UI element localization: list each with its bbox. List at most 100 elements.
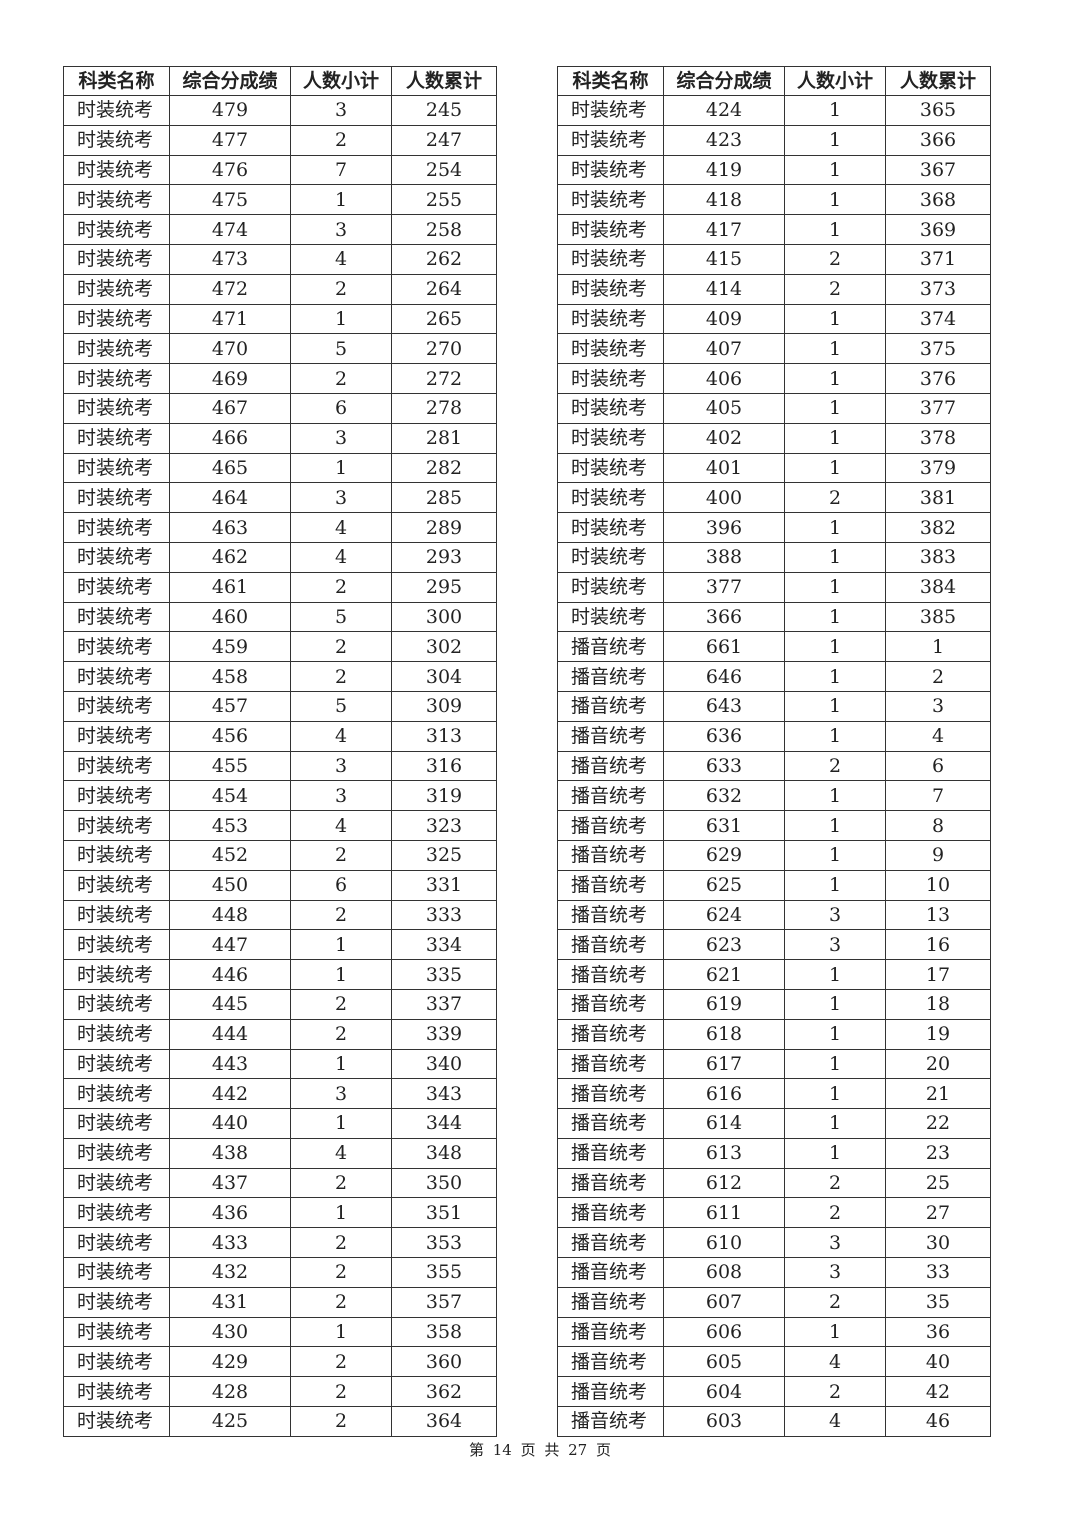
cell-score: 400 (663, 482, 785, 514)
table-row: 时装统考 471 1 265 (63, 303, 497, 335)
cell-score: 456 (169, 720, 291, 752)
table-row: 时装统考 467 6 278 (63, 392, 497, 424)
cell-score: 437 (169, 1167, 291, 1199)
cell-cumulative: 20 (885, 1048, 991, 1080)
cell-score: 608 (663, 1257, 785, 1288)
cell-count: 2 (290, 1376, 392, 1408)
cell-cumulative: 369 (885, 214, 991, 245)
table-row: 时装统考 465 1 282 (63, 452, 497, 484)
cell-cumulative: 46 (885, 1406, 991, 1437)
cell-count: 1 (784, 363, 886, 394)
cell-category: 时装统考 (63, 1286, 170, 1318)
cell-category: 时装统考 (63, 154, 170, 186)
cell-category: 播音统考 (557, 720, 664, 752)
cell-cumulative: 323 (391, 810, 497, 841)
table-row: 时装统考 476 7 254 (63, 154, 497, 186)
cell-count: 1 (784, 631, 886, 663)
cell-cumulative: 379 (885, 452, 991, 484)
cell-score: 606 (663, 1316, 785, 1348)
header-category: 科类名称 (557, 66, 664, 96)
cell-cumulative: 351 (391, 1197, 497, 1229)
cell-score: 366 (663, 601, 785, 633)
cell-category: 时装统考 (557, 303, 664, 335)
table-row: 时装统考 425 2 364 (63, 1406, 497, 1437)
cell-category: 播音统考 (557, 988, 664, 1020)
cell-cumulative: 295 (391, 571, 497, 603)
table-row: 时装统考 463 4 289 (63, 512, 497, 543)
cell-score: 419 (663, 154, 785, 186)
cell-count: 2 (290, 571, 392, 603)
cell-category: 时装统考 (63, 869, 170, 901)
table-row: 时装统考 472 2 264 (63, 273, 497, 305)
cell-category: 时装统考 (557, 571, 664, 603)
table-row: 时装统考 460 5 300 (63, 601, 497, 633)
cell-cumulative: 265 (391, 303, 497, 335)
cell-count: 2 (290, 899, 392, 931)
cell-score: 610 (663, 1227, 785, 1259)
cell-cumulative: 7 (885, 780, 991, 812)
cell-cumulative: 23 (885, 1137, 991, 1169)
cell-category: 时装统考 (557, 452, 664, 484)
cell-category: 时装统考 (63, 1406, 170, 1437)
cell-score: 604 (663, 1376, 785, 1408)
cell-score: 624 (663, 899, 785, 931)
cell-score: 607 (663, 1286, 785, 1318)
cell-cumulative: 383 (885, 541, 991, 573)
cell-count: 3 (290, 750, 392, 782)
cell-count: 1 (784, 1018, 886, 1050)
cell-count: 1 (290, 452, 392, 484)
header-score: 综合分成绩 (169, 66, 291, 96)
cell-score: 460 (169, 601, 291, 633)
table-row: 时装统考 418 1 368 (557, 184, 991, 216)
cell-score: 473 (169, 243, 291, 275)
cell-score: 477 (169, 124, 291, 156)
cell-category: 播音统考 (557, 1018, 664, 1050)
cell-score: 455 (169, 750, 291, 782)
cell-score: 458 (169, 661, 291, 692)
cell-cumulative: 377 (885, 392, 991, 424)
cell-cumulative: 333 (391, 899, 497, 931)
cell-score: 409 (663, 303, 785, 335)
cell-category: 时装统考 (63, 422, 170, 454)
cell-count: 2 (784, 1376, 886, 1408)
cell-count: 2 (290, 1227, 392, 1259)
cell-cumulative: 40 (885, 1346, 991, 1378)
cell-score: 614 (663, 1108, 785, 1139)
cell-count: 3 (290, 1078, 392, 1110)
cell-count: 1 (290, 1316, 392, 1348)
table-row: 播音统考 619 1 18 (557, 988, 991, 1020)
cell-category: 时装统考 (63, 780, 170, 812)
cell-score: 643 (663, 690, 785, 722)
cell-count: 4 (290, 810, 392, 841)
cell-score: 442 (169, 1078, 291, 1110)
cell-cumulative: 35 (885, 1286, 991, 1318)
cell-score: 636 (663, 720, 785, 752)
cell-count: 2 (784, 1167, 886, 1199)
table-row: 时装统考 424 1 365 (557, 95, 991, 126)
table-row: 时装统考 466 3 281 (63, 422, 497, 454)
cell-score: 661 (663, 631, 785, 663)
cell-count: 3 (290, 214, 392, 245)
cell-count: 1 (784, 839, 886, 871)
table-row: 播音统考 646 1 2 (557, 661, 991, 692)
cell-category: 时装统考 (63, 899, 170, 931)
table-row: 播音统考 624 3 13 (557, 899, 991, 931)
cell-category: 播音统考 (557, 1316, 664, 1348)
table-row: 播音统考 613 1 23 (557, 1137, 991, 1169)
table-row: 时装统考 377 1 384 (557, 571, 991, 603)
cell-cumulative: 264 (391, 273, 497, 305)
cell-count: 1 (784, 780, 886, 812)
cell-category: 播音统考 (557, 1227, 664, 1259)
cell-score: 611 (663, 1197, 785, 1229)
cell-count: 2 (290, 988, 392, 1020)
cell-category: 播音统考 (557, 1197, 664, 1229)
cell-count: 4 (290, 541, 392, 573)
cell-count: 1 (784, 869, 886, 901)
cell-count: 2 (784, 243, 886, 275)
cell-score: 423 (663, 124, 785, 156)
cell-count: 1 (784, 154, 886, 186)
cell-category: 时装统考 (63, 1018, 170, 1050)
table-row: 时装统考 469 2 272 (63, 363, 497, 394)
cell-category: 时装统考 (63, 333, 170, 365)
cell-category: 播音统考 (557, 661, 664, 692)
